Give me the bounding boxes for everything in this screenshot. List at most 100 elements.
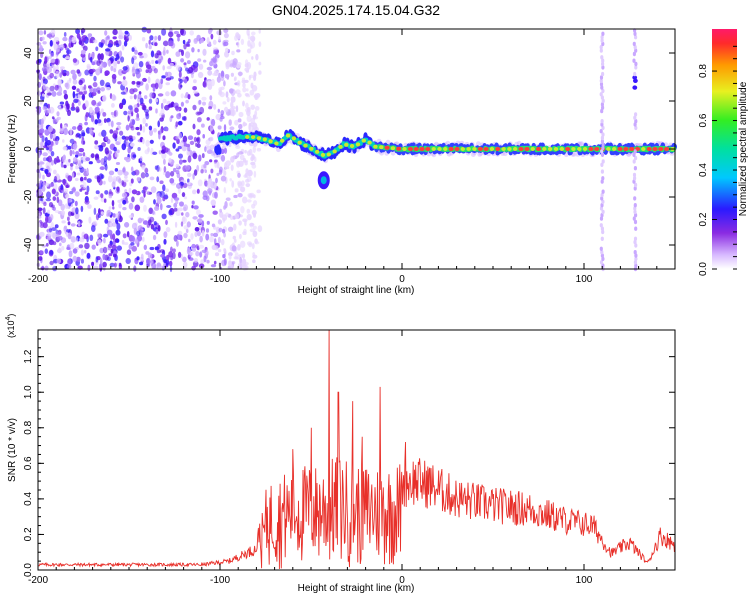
noise-dot — [73, 98, 79, 104]
noise-dot — [116, 212, 120, 221]
noise-dot — [198, 244, 205, 249]
noise-dot — [69, 128, 73, 136]
noise-dot — [256, 147, 262, 152]
snr-marks — [37, 329, 676, 570]
noise-dot — [50, 58, 56, 63]
noise-dot — [223, 258, 227, 266]
vertical-line-mark — [600, 236, 604, 241]
noise-dot — [95, 190, 100, 195]
noise-dot — [56, 258, 62, 264]
noise-dot — [246, 115, 252, 123]
noise-dot — [170, 197, 174, 204]
noise-dot — [223, 80, 226, 87]
noise-dot — [139, 124, 143, 131]
noise-dot — [84, 242, 90, 250]
noise-dot — [168, 152, 173, 156]
noise-dot — [114, 152, 119, 158]
noise-dot — [66, 229, 71, 233]
noise-dot — [113, 253, 117, 258]
vertical-line-mark — [633, 203, 637, 208]
noise-dot — [252, 145, 256, 153]
noise-dot — [116, 122, 122, 126]
vertical-line-mark — [599, 82, 604, 87]
noise-dot — [76, 33, 81, 39]
noise-dot — [175, 51, 181, 57]
noise-dot — [192, 104, 197, 111]
snr-ylabel: SNR (10 * v/v) — [7, 418, 18, 482]
noise-dot — [91, 261, 95, 267]
noise-dot — [66, 264, 72, 269]
noise-dot — [156, 249, 161, 254]
noise-dot — [115, 229, 121, 236]
noise-dot — [153, 68, 158, 74]
noise-dot — [39, 231, 45, 237]
noise-dot — [112, 240, 116, 247]
noise-dot — [209, 159, 213, 163]
noise-dot — [131, 57, 135, 65]
colorbar-ticks: 0.0 0.2 0.4 0.6 0.8 — [698, 45, 737, 276]
noise-dot — [60, 184, 64, 191]
noise-dot — [90, 115, 95, 123]
noise-dot — [104, 70, 110, 76]
noise-dot — [237, 172, 241, 178]
noise-dot — [222, 101, 227, 105]
noise-dot — [126, 231, 130, 238]
noise-dot — [185, 99, 189, 104]
noise-dot — [82, 168, 87, 172]
noise-dot — [63, 188, 69, 194]
snr-series — [37, 329, 676, 570]
noise-dot — [201, 220, 205, 227]
noise-dot — [137, 147, 141, 151]
vertical-line-mark — [633, 219, 638, 225]
noise-dot — [148, 125, 153, 131]
noise-dot — [220, 76, 225, 82]
noise-dot — [202, 190, 208, 198]
noise-dot — [142, 186, 147, 194]
vertical-line-mark — [601, 105, 605, 110]
noise-dot — [157, 93, 164, 97]
vertical-line-mark — [634, 61, 638, 67]
noise-dot — [137, 51, 143, 56]
noise-dot — [72, 150, 75, 155]
noise-dot — [113, 146, 117, 152]
snr-y-tick-label: 0.0 — [23, 563, 34, 577]
noise-dot — [164, 147, 169, 153]
vertical-line-mark — [601, 125, 605, 131]
noise-dot — [142, 236, 145, 242]
noise-dot — [110, 56, 115, 62]
noise-dot — [137, 217, 143, 224]
noise-dot — [210, 233, 214, 237]
noise-dot — [45, 182, 50, 187]
noise-dot — [153, 221, 157, 226]
blob-inner — [320, 176, 327, 185]
noise-dot — [105, 48, 111, 52]
noise-dot — [97, 90, 101, 94]
noise-dot — [67, 175, 73, 182]
noise-dot — [131, 235, 135, 242]
noise-dot — [215, 177, 218, 184]
noise-dot — [200, 259, 205, 265]
noise-dot — [71, 102, 75, 110]
vertical-line-mark — [600, 102, 605, 107]
noise-dot — [175, 105, 179, 111]
track-peak — [489, 147, 495, 151]
noise-dot — [206, 259, 210, 264]
noise-dot — [237, 193, 243, 198]
noise-dot — [122, 181, 127, 188]
noise-dot — [76, 172, 81, 176]
noise-dot — [224, 106, 229, 113]
noise-dot — [187, 94, 191, 100]
noise-dot — [154, 82, 159, 90]
noise-dot — [42, 222, 48, 229]
track-peak — [297, 140, 302, 145]
noise-dot — [182, 256, 187, 263]
noise-dot — [182, 135, 188, 143]
noise-dot — [102, 261, 107, 268]
noise-dot — [147, 147, 150, 153]
noise-dot — [256, 189, 261, 194]
snr-exponent-base: (x10 — [6, 320, 16, 338]
noise-dot — [134, 107, 139, 113]
noise-dot — [258, 61, 262, 66]
noise-dot — [168, 251, 174, 258]
snr-background — [38, 330, 675, 570]
